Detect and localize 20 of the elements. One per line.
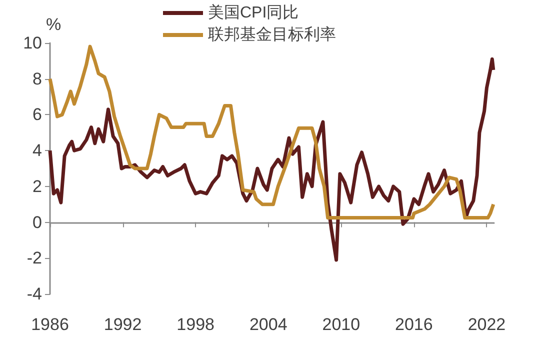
legend-label: 美国CPI同比	[208, 4, 299, 22]
y-tick-label: -4	[26, 284, 42, 304]
legend-label: 联邦基金目标利率	[208, 26, 336, 44]
x-tick-label: 1998	[176, 315, 214, 334]
line-series	[48, 57, 496, 262]
y-axis-title: %	[46, 15, 62, 34]
x-tick-label: 1986	[31, 315, 69, 334]
x-tick-label: 1992	[104, 315, 142, 334]
y-tick-label: 4	[32, 141, 42, 160]
x-tick-label: 2022	[468, 315, 506, 334]
y-tick-label: 8	[32, 69, 42, 88]
x-tick-label: 2004	[249, 315, 288, 334]
y-tick-label: 10	[23, 34, 42, 52]
line-series	[48, 44, 496, 220]
y-tick-label: 0	[32, 212, 42, 232]
x-tick-label: 2016	[395, 315, 433, 334]
y-tick-label: -2	[26, 248, 42, 268]
y-tick-label: 6	[32, 105, 42, 124]
x-tick-label: 2010	[322, 315, 360, 334]
y-tick-label: 2	[32, 176, 42, 196]
